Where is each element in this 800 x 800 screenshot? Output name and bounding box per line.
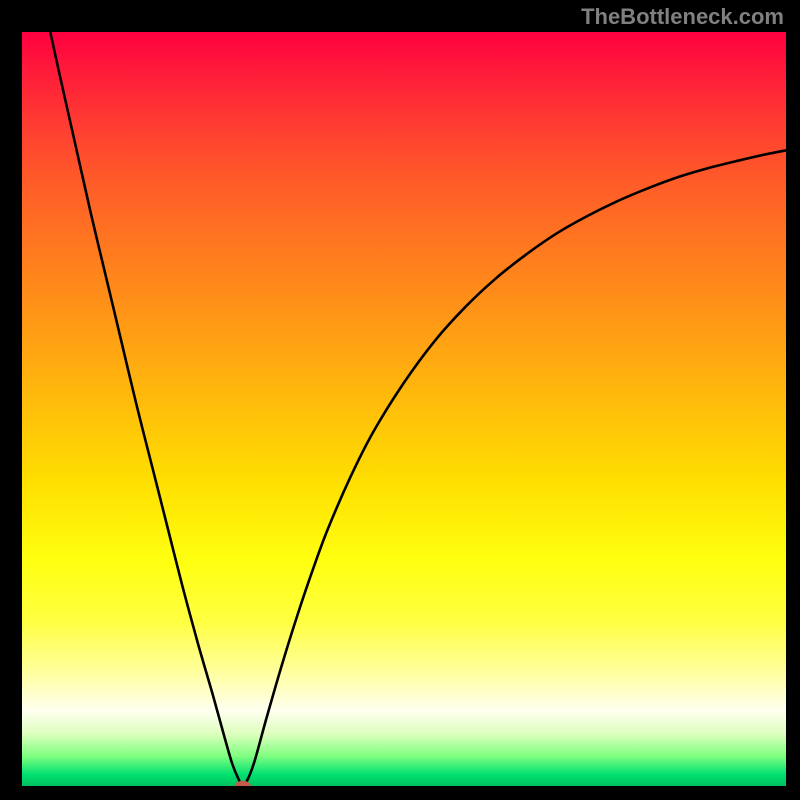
watermark-text: TheBottleneck.com	[581, 4, 784, 29]
bottleneck-chart: TheBottleneck.com	[0, 0, 800, 800]
